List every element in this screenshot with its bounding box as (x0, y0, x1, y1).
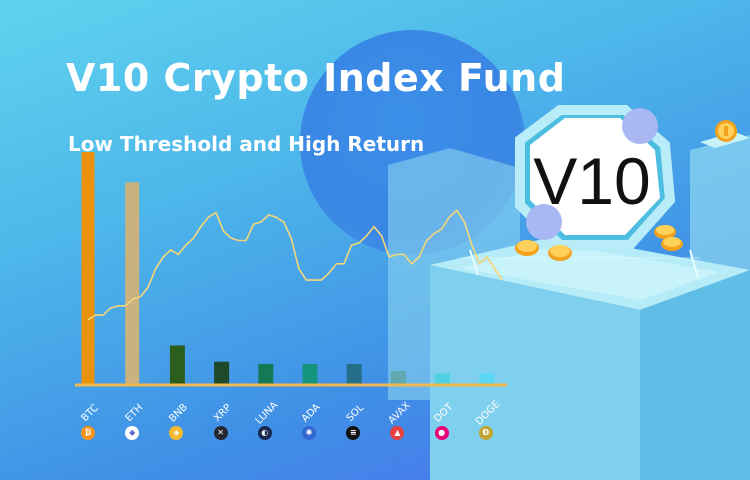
gold-coins (515, 120, 737, 261)
bar-ada (302, 364, 318, 385)
tick-label-dot: DOT (432, 401, 456, 425)
avax-icon: ▲ (390, 426, 405, 440)
tick-label-ada: ADA (300, 402, 323, 425)
sol-icon: ≡ (346, 426, 361, 440)
bar-dot (435, 373, 451, 386)
tick-label-avax: AVAX (387, 400, 413, 426)
tick-label-eth: ETH (123, 402, 145, 424)
v10-logo-text: V10 (533, 144, 650, 218)
dot-icon: ● (434, 426, 449, 440)
xrp-icon: ✕ (213, 426, 228, 440)
price-trend-line (87, 209, 503, 321)
ada-icon: ✺ (302, 426, 316, 440)
bar-sol (346, 364, 362, 385)
eth-icon: ◆ (125, 426, 140, 440)
bar-btc (81, 152, 95, 385)
v10-hexagon-logo (515, 105, 676, 250)
bar-bnb (169, 345, 185, 385)
luna-icon: ◐ (257, 426, 272, 440)
tick-label-sol: SOL (345, 402, 367, 424)
bar-doge (479, 373, 495, 386)
bar-xrp (214, 361, 230, 385)
tick-label-btc: BTC (79, 402, 100, 423)
page-title: V10 Crypto Index Fund (66, 56, 566, 100)
page-subtitle: Low Threshold and High Return (68, 132, 425, 156)
tick-label-bnb: BNB (167, 402, 190, 425)
tick-label-xrp: XRP (212, 402, 234, 424)
bar-eth (125, 182, 140, 385)
tick-label-doge: DOGE (474, 399, 503, 428)
bar-luna (258, 364, 274, 385)
doge-icon: Ð (478, 426, 493, 440)
bnb-icon: ◈ (169, 426, 184, 440)
bar-avax (390, 371, 406, 385)
btc-icon: ₿ (81, 426, 95, 440)
tick-label-luna: LUNA (254, 400, 281, 427)
